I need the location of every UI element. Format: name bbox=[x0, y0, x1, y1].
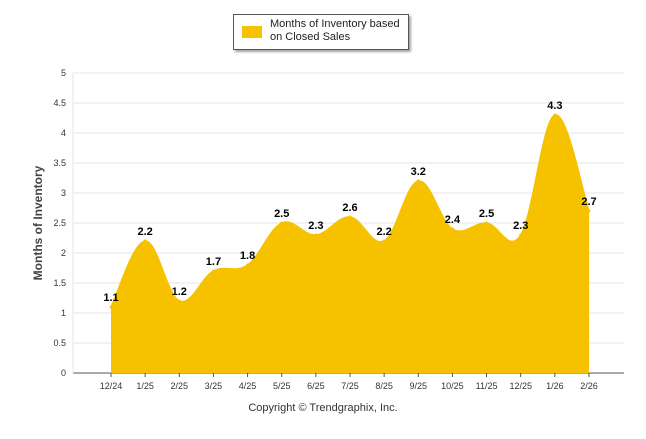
data-point bbox=[280, 221, 284, 225]
y-tick-label: 0 bbox=[61, 368, 66, 378]
x-tick-label: 10/25 bbox=[441, 381, 464, 391]
data-label: 3.2 bbox=[411, 166, 426, 178]
y-tick-label: 1 bbox=[61, 308, 66, 318]
data-point bbox=[485, 221, 489, 225]
data-point bbox=[314, 233, 318, 237]
data-label: 2.6 bbox=[342, 202, 357, 214]
x-tick-label: 12/24 bbox=[100, 381, 123, 391]
x-tick-label: 7/25 bbox=[341, 381, 359, 391]
series-line bbox=[110, 114, 590, 308]
x-tick-label: 5/25 bbox=[273, 381, 291, 391]
data-point bbox=[382, 239, 386, 243]
copyright-text: Copyright © Trendgraphix, Inc. bbox=[248, 402, 398, 414]
x-tick-label: 1/25 bbox=[136, 381, 154, 391]
x-tick-label: 12/25 bbox=[509, 381, 532, 391]
data-point bbox=[211, 269, 215, 273]
series-area bbox=[111, 114, 589, 373]
data-label: 2.3 bbox=[308, 220, 323, 232]
x-tick-label: 4/25 bbox=[239, 381, 257, 391]
data-label: 2.5 bbox=[274, 208, 289, 220]
y-axis-title: Months of Inventory bbox=[31, 165, 45, 280]
data-label: 2.2 bbox=[376, 226, 391, 238]
x-tick-label: 11/25 bbox=[476, 381, 498, 391]
data-point bbox=[553, 113, 557, 117]
y-tick-label: 0.5 bbox=[53, 338, 66, 348]
y-tick-label: 3.5 bbox=[53, 158, 66, 168]
data-label: 1.1 bbox=[103, 292, 118, 304]
x-tick-label: 9/25 bbox=[410, 381, 428, 391]
legend-label: Months of Inventory based on Closed Sale… bbox=[270, 18, 400, 43]
x-tick-label: 3/25 bbox=[205, 381, 223, 391]
y-tick-label: 4.5 bbox=[53, 98, 66, 108]
data-label: 2.4 bbox=[445, 214, 461, 226]
x-tick-label: 2/26 bbox=[580, 381, 598, 391]
data-point bbox=[246, 263, 250, 267]
data-label: 1.7 bbox=[206, 256, 221, 268]
data-point bbox=[587, 209, 591, 213]
data-point bbox=[348, 215, 352, 219]
data-label: 2.2 bbox=[137, 226, 152, 238]
data-label: 1.8 bbox=[240, 250, 255, 262]
data-point bbox=[450, 227, 454, 231]
data-point bbox=[109, 305, 113, 309]
y-tick-label: 5 bbox=[61, 68, 66, 78]
data-point bbox=[177, 299, 181, 303]
y-tick-label: 2 bbox=[61, 248, 66, 258]
data-label: 1.2 bbox=[172, 286, 187, 298]
data-point bbox=[143, 239, 147, 243]
data-point bbox=[416, 179, 420, 183]
y-tick-label: 2.5 bbox=[53, 218, 66, 228]
data-label: 2.5 bbox=[479, 208, 494, 220]
data-point bbox=[519, 233, 523, 237]
x-tick-label: 6/25 bbox=[307, 381, 325, 391]
legend-swatch bbox=[242, 26, 262, 38]
data-label: 2.3 bbox=[513, 220, 528, 232]
y-tick-label: 3 bbox=[61, 188, 66, 198]
x-tick-label: 2/25 bbox=[171, 381, 189, 391]
y-tick-label: 1.5 bbox=[53, 278, 66, 288]
x-tick-label: 8/25 bbox=[375, 381, 393, 391]
data-label: 2.7 bbox=[581, 196, 596, 208]
legend: Months of Inventory based on Closed Sale… bbox=[233, 14, 409, 50]
data-label: 4.3 bbox=[547, 100, 562, 112]
y-tick-label: 4 bbox=[61, 128, 66, 138]
x-tick-label: 1/26 bbox=[546, 381, 564, 391]
